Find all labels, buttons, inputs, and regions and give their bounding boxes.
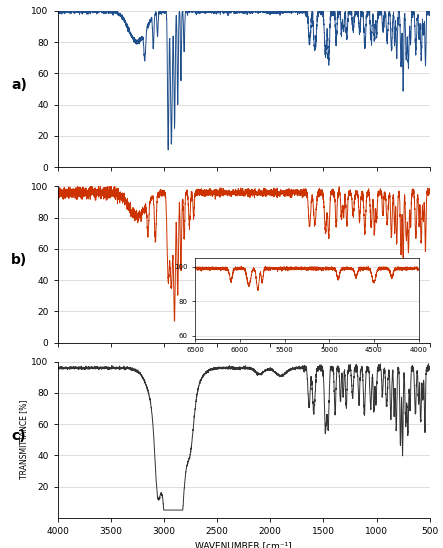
Y-axis label: TRANSMITTANCE [%]: TRANSMITTANCE [%]: [19, 400, 28, 480]
X-axis label: WAVENUMBER [cm⁻¹]: WAVENUMBER [cm⁻¹]: [195, 541, 292, 548]
Text: a): a): [11, 78, 27, 92]
Text: c): c): [11, 429, 26, 443]
Text: b): b): [11, 253, 27, 267]
